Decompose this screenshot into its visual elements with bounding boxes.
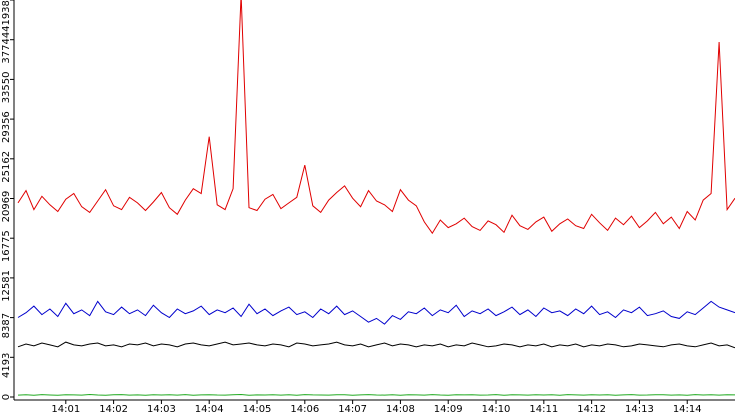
y-tick-label: 0 bbox=[1, 394, 12, 400]
series-line bbox=[17, 300, 735, 325]
x-tick-label: 14:11 bbox=[529, 404, 558, 415]
x-tick-label: 14:03 bbox=[147, 404, 176, 415]
x-tick-label: 14:06 bbox=[290, 404, 319, 415]
series-line bbox=[17, 0, 735, 235]
plot-area bbox=[17, 0, 735, 396]
y-tick-label: 12581 bbox=[1, 270, 12, 302]
x-tick-label: 14:08 bbox=[386, 404, 415, 415]
y-tick-label: 29356 bbox=[1, 111, 12, 143]
x-tick-label: 14:05 bbox=[243, 404, 272, 415]
x-tick-label: 14:13 bbox=[625, 404, 654, 415]
x-tick-label: 14:04 bbox=[195, 404, 224, 415]
y-tick-label: 16775 bbox=[1, 230, 12, 262]
series-line bbox=[17, 393, 735, 396]
y-tick-label: 41938 bbox=[1, 0, 12, 32]
x-tick-label: 14:02 bbox=[99, 404, 128, 415]
x-tick-label: 14:10 bbox=[482, 404, 511, 415]
x-tick-label: 14:09 bbox=[434, 404, 463, 415]
series-line bbox=[17, 341, 735, 349]
y-tick-label: 8387 bbox=[1, 313, 12, 338]
y-tick-label: 33550 bbox=[1, 71, 12, 103]
y-tick-label: 25162 bbox=[1, 151, 12, 183]
x-tick-label: 14:12 bbox=[577, 404, 606, 415]
y-tick-label: 4193 bbox=[1, 353, 12, 378]
y-tick-label: 37744 bbox=[1, 32, 12, 64]
x-tick-label: 14:01 bbox=[51, 404, 80, 415]
x-tick-label: 14:07 bbox=[338, 404, 367, 415]
y-tick-label: 20969 bbox=[1, 191, 12, 223]
x-tick-label: 14:14 bbox=[673, 404, 702, 415]
